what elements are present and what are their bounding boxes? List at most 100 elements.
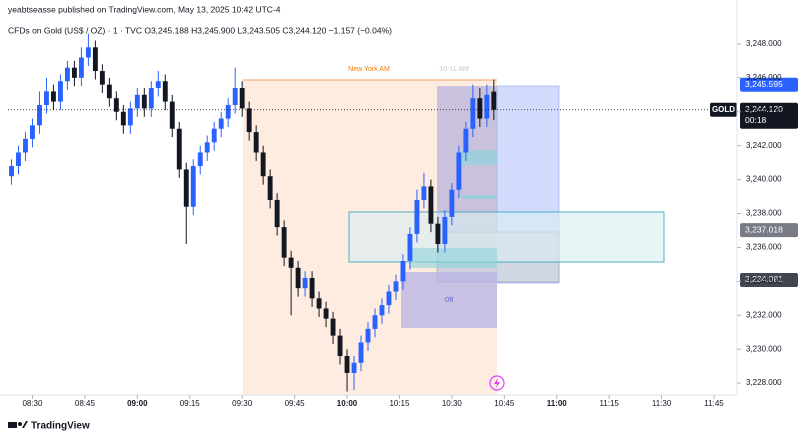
candle-body <box>274 199 280 228</box>
candle-body <box>148 88 154 109</box>
candle-body <box>428 186 434 224</box>
candle-body <box>449 189 455 217</box>
candle-body <box>30 125 35 139</box>
candle-body <box>281 227 287 258</box>
candle-body <box>218 118 224 129</box>
x-tick-label: 09:00 <box>127 399 148 408</box>
x-tick-label: 10:30 <box>442 399 463 408</box>
x-tick-label: 09:30 <box>232 399 253 408</box>
candle-body <box>351 362 357 373</box>
candle-body <box>211 128 217 143</box>
y-tick-label: 3,240.000 <box>746 175 782 184</box>
x-tick-label: 09:45 <box>285 399 306 408</box>
candle-body <box>344 355 350 373</box>
candle-body <box>337 335 343 356</box>
price-badge-label: 3,245.595 <box>745 79 783 89</box>
x-tick-label: 08:45 <box>75 399 96 408</box>
price-badge <box>740 272 798 287</box>
candle-body <box>197 152 203 167</box>
candle-body <box>85 47 91 58</box>
hour-label: 10-11 AM <box>439 66 469 73</box>
y-tick-label: 3,238.000 <box>746 209 782 218</box>
candle-body <box>64 67 70 82</box>
candle-body <box>330 318 336 336</box>
y-tick-label: 3,236.000 <box>746 243 782 252</box>
candle-body <box>162 81 168 102</box>
candle-body <box>386 291 392 306</box>
countdown-label: 00:18 <box>745 115 767 125</box>
candle-body <box>365 328 371 343</box>
candle-body <box>92 47 98 72</box>
candle-body <box>267 176 273 200</box>
price-badge <box>740 77 798 92</box>
symbol-label: GOLD <box>712 105 735 114</box>
drawings: New York AM 10-11 AM OB <box>243 66 665 395</box>
last-price-label: 3,244.120 <box>745 104 783 114</box>
session-label: New York AM <box>348 66 390 73</box>
candle-body <box>141 94 147 109</box>
y-tick-label: 3,234.000 <box>746 276 782 285</box>
y-tick-label: 3,228.000 <box>746 378 782 387</box>
candle-body <box>470 98 476 129</box>
candle-body <box>113 98 119 112</box>
ob-label: OB <box>445 298 454 304</box>
candle-body <box>456 152 462 190</box>
y-tick-label: 3,242.000 <box>746 141 782 150</box>
candle-body <box>23 138 28 153</box>
candle-body <box>106 84 112 99</box>
candle-body <box>50 91 56 102</box>
candles <box>9 33 497 392</box>
candle-body <box>9 166 14 177</box>
x-tick-label: 11:45 <box>704 399 724 408</box>
y-tick-label: 3,232.000 <box>746 310 782 319</box>
footer-brand: TradingView <box>31 421 90 432</box>
x-tick-label: 10:15 <box>389 399 410 408</box>
candle-body <box>37 104 42 126</box>
candle-body <box>323 308 329 319</box>
candle-body <box>407 233 413 262</box>
x-tick-label: 10:00 <box>337 399 358 408</box>
y-tick-label: 3,244.000 <box>746 107 782 116</box>
candle-body <box>393 281 399 292</box>
lightning-icon[interactable] <box>489 375 505 391</box>
candle-body <box>120 111 126 126</box>
candle-body <box>358 342 364 363</box>
candle-body <box>477 98 483 119</box>
candle-body <box>288 257 294 268</box>
fvg-box <box>462 150 497 165</box>
candle-body <box>246 108 252 133</box>
candle-body <box>253 132 259 153</box>
candle-body <box>400 261 406 282</box>
tradingview-logo <box>8 421 28 428</box>
symbol-badge <box>710 102 737 117</box>
x-tick-label: 11:15 <box>599 399 619 408</box>
x-tick-label: 08:30 <box>22 399 43 408</box>
candle-body <box>302 277 308 289</box>
last-price-badge <box>740 102 798 129</box>
candle-body <box>176 128 182 170</box>
teal-box <box>348 211 665 263</box>
candle-body <box>260 152 266 177</box>
candle-body <box>463 128 469 153</box>
candle-body <box>414 199 420 234</box>
candle-body <box>232 88 238 105</box>
candle-body <box>134 94 140 109</box>
candle-body <box>190 166 196 207</box>
candle-body <box>484 94 490 119</box>
x-tick-label: 11:00 <box>547 399 568 408</box>
x-tick-label: 11:30 <box>652 399 672 408</box>
y-tick-label: 3,246.000 <box>746 73 782 82</box>
candle-body <box>435 223 441 245</box>
candle-body <box>225 104 231 119</box>
candle-body <box>183 169 189 207</box>
candle-body <box>442 216 448 245</box>
candle-body <box>316 298 322 309</box>
candle-body <box>155 81 161 89</box>
candle-body <box>99 71 105 85</box>
price-badge-label: 3,237.018 <box>745 224 783 234</box>
candle-body <box>309 277 315 299</box>
candle-body <box>295 267 301 289</box>
candle-body <box>127 108 133 126</box>
candle-body <box>491 91 497 110</box>
